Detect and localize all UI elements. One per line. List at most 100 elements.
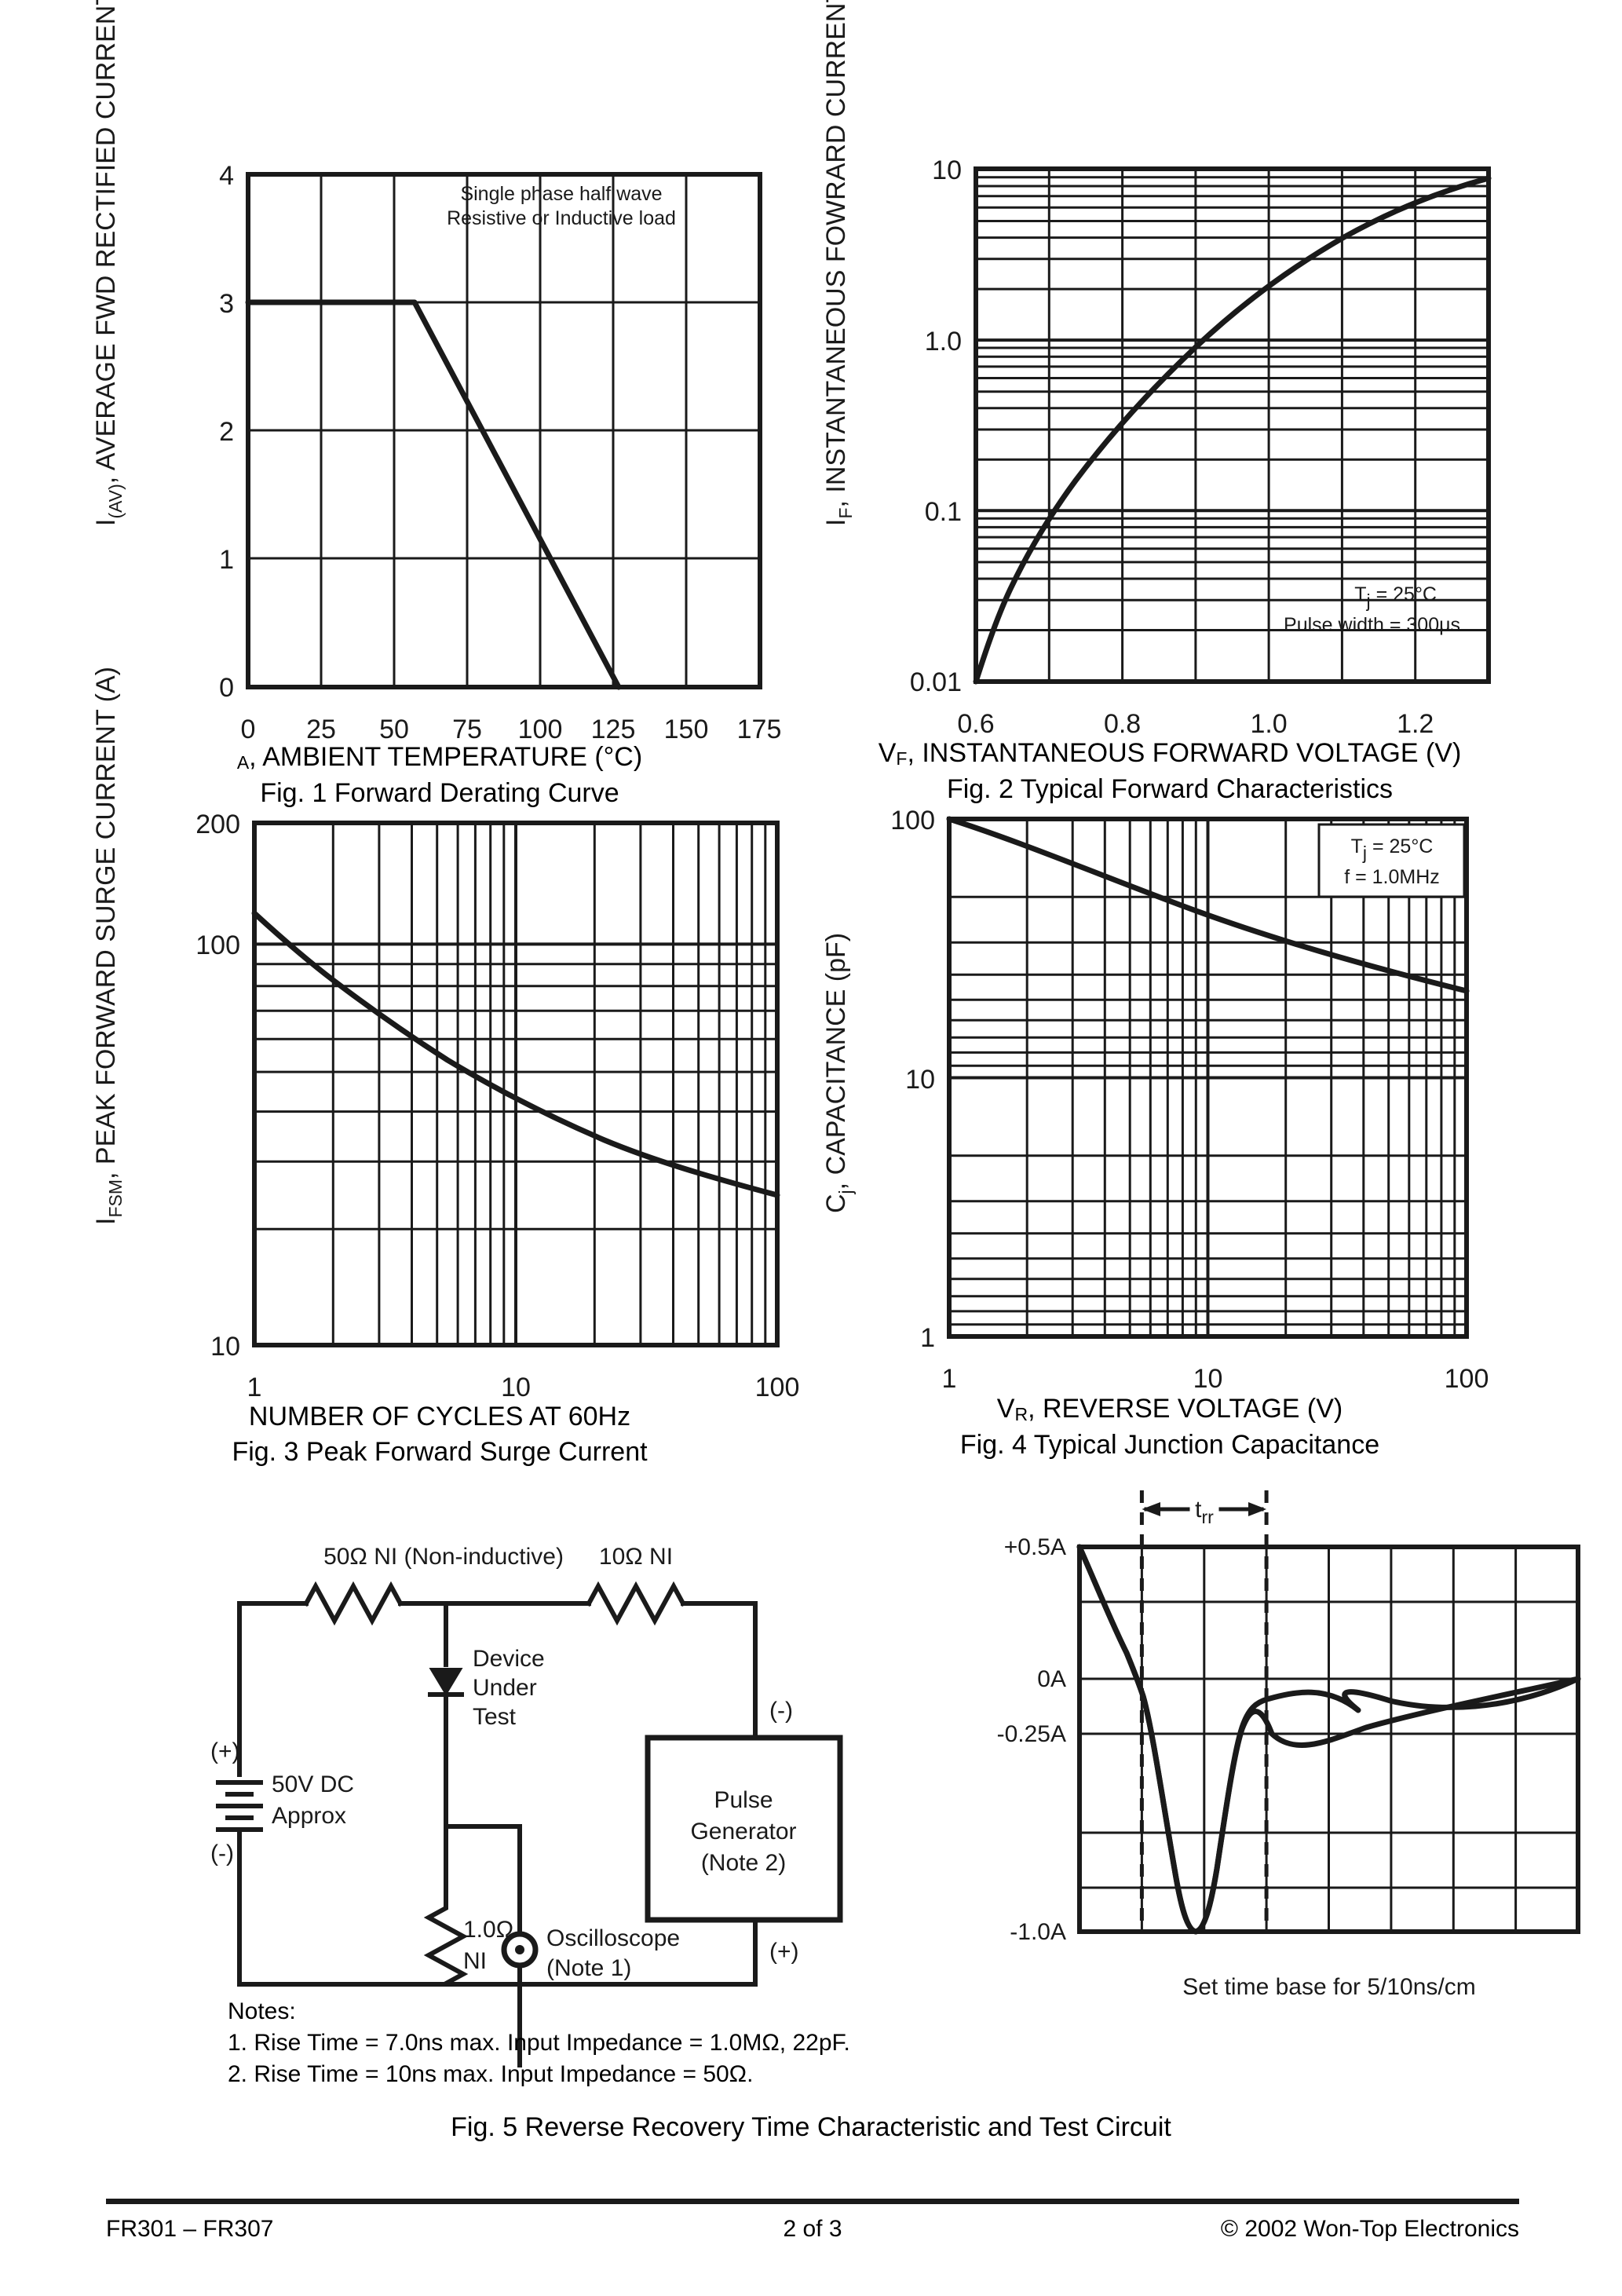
fig5-ytick-neg1p0: -1.0A [1010, 1919, 1066, 1945]
fig2-ytick-0p1: 0.1 [925, 497, 962, 527]
fig3-y-axis-title: IFSM, PEAK FORWARD SURGE CURRENT (A) [91, 667, 126, 1225]
fig3-xtick-100: 100 [755, 1373, 800, 1402]
fig5-recovery-waveform-2 [1076, 1544, 1581, 1935]
fig5-ytick-neg0p25: -0.25A [997, 1721, 1066, 1747]
fig3-ytick-100: 100 [195, 930, 240, 960]
label-supply-2: Approx [272, 1803, 346, 1829]
fig2-y-axis-title: IF, INSTANTANEOUS FOWRARD CURRENT (A) [821, 0, 856, 526]
fig1-annotation-line2: Resistive or Inductive load [447, 207, 676, 229]
svg-text:Cj, CAPACITANCE (pF): Cj, CAPACITANCE (pF) [821, 933, 856, 1213]
fig2-xtick-0p8: 0.8 [1104, 709, 1141, 739]
fig4-annotation-freq: f = 1.0MHz [1344, 866, 1440, 888]
fig3-grid [254, 823, 777, 1345]
figure-1-forward-derating-curve: I(AV), AVERAGE FWD RECTIFIED CURRENT (A)… [86, 0, 793, 808]
fig1-xtick-125: 125 [591, 715, 636, 744]
fig3-plot-frame [252, 821, 780, 1347]
svg-text:I(AV), AVERAGE FWD RECTIFIED C: I(AV), AVERAGE FWD RECTIFIED CURRENT (A) [91, 0, 126, 526]
svg-text:IFSM, PEAK FORWARD SURGE CURRE: IFSM, PEAK FORWARD SURGE CURRENT (A) [91, 667, 126, 1225]
fig2-xtick-0p6: 0.6 [957, 709, 994, 739]
note-1: 1. Rise Time = 7.0ns max. Input Impedanc… [228, 2030, 850, 2056]
fig4-ytick-10: 10 [905, 1065, 935, 1095]
fig5-ytick-0: 0A [1037, 1666, 1066, 1692]
label-pulse-gen-2: Generator [690, 1819, 796, 1844]
fig2-xtick-1p2: 1.2 [1397, 709, 1434, 739]
fig1-xtick-50: 50 [379, 715, 409, 744]
fig4-xtick-1: 1 [942, 1364, 957, 1394]
diode-symbol [429, 1668, 463, 1696]
fig4-xtick-10: 10 [1193, 1364, 1223, 1394]
label-resistor-50: 50Ω NI (Non-inductive) [323, 1544, 564, 1570]
fig2-x-axis-title: VF, INSTANTANEOUS FORWARD VOLTAGE (V) [878, 738, 1462, 769]
fig5-ytick-plus0p5: +0.5A [1004, 1534, 1066, 1560]
fig4-ytick-100: 100 [890, 806, 935, 835]
resistor-1-ohm-shunt [423, 1824, 469, 1987]
note-2: 2. Rise Time = 10ns max. Input Impedance… [228, 2061, 754, 2087]
fig1-caption: Fig. 1 Forward Derating Curve [260, 778, 619, 808]
trr-dimension-arrow: trr [1142, 1497, 1267, 1527]
fig4-annotation-temp: Tj = 25°C [1351, 835, 1434, 863]
fig3-surge-curve [251, 910, 780, 1198]
fig5-notes: Notes: 1. Rise Time = 7.0ns max. Input I… [228, 1998, 856, 2088]
label-shunt-2: NI [463, 1948, 487, 1974]
label-dut-2: Under [473, 1675, 537, 1701]
fig1-ytick-4: 4 [219, 161, 234, 191]
fig5-test-circuit: 50Ω NI (Non-inductive) 10Ω NI Device Und… [196, 1515, 856, 2067]
fig1-grid [248, 174, 760, 687]
fig3-xtick-10: 10 [501, 1373, 531, 1402]
label-supply-minus: (-) [210, 1841, 234, 1866]
label-scope-2: (Note 1) [546, 1955, 631, 1981]
fig1-ytick-1: 1 [219, 545, 234, 575]
fig4-plot-frame [947, 817, 1469, 1339]
fig3-xtick-1: 1 [247, 1373, 262, 1402]
svg-text:IF, INSTANTANEOUS FOWRARD CURR: IF, INSTANTANEOUS FOWRARD CURRENT (A) [821, 0, 856, 526]
battery-symbol [216, 1780, 263, 1832]
fig2-annotation-temp: Tj = 25°C [1354, 583, 1437, 611]
oscilloscope-connector-center-icon [515, 1945, 524, 1954]
label-dut-1: Device [473, 1646, 545, 1672]
fig1-xtick-100: 100 [518, 715, 563, 744]
fig1-y-axis-title: I(AV), AVERAGE FWD RECTIFIED CURRENT (A) [91, 0, 126, 526]
figure-3-peak-forward-surge-current: IFSM, PEAK FORWARD SURGE CURRENT (A) [86, 667, 799, 1467]
label-gen-minus: (-) [769, 1698, 793, 1724]
fig1-annotation-line1: Single phase half wave [460, 183, 662, 205]
fig1-xtick-150: 150 [664, 715, 709, 744]
fig1-plot-frame [246, 172, 762, 689]
fig1-xtick-175: 175 [737, 715, 782, 744]
fig1-ytick-0: 0 [219, 673, 234, 703]
label-supply-1: 50V DC [272, 1771, 354, 1797]
fig4-x-axis-title: VR, REVERSE VOLTAGE (V) [996, 1394, 1343, 1424]
fig3-ytick-10: 10 [210, 1332, 240, 1362]
footer-part-range: FR301 – FR307 [106, 2216, 274, 2242]
resistor-10-ohm [585, 1581, 687, 1626]
fig4-capacitance-curve [946, 816, 1470, 994]
fig5-waveform-chart: trr +0.5A 0A -0.25A -1.0A Set time base … [887, 1476, 1594, 2026]
figure-2-typical-forward-characteristics: IF, INSTANTANEOUS FOWRARD CURRENT (A) [816, 0, 1523, 804]
footer-page-number: 2 of 3 [783, 2216, 842, 2242]
label-scope-1: Oscilloscope [546, 1925, 680, 1951]
fig4-grid [949, 819, 1467, 1336]
fig1-derating-curve [245, 299, 622, 690]
fig2-ytick-0p01: 0.01 [910, 667, 962, 697]
label-shunt-1: 1.0Ω [463, 1917, 513, 1943]
fig2-ytick-10: 10 [932, 155, 962, 185]
fig1-ytick-3: 3 [219, 289, 234, 319]
fig1-ytick-2: 2 [219, 417, 234, 447]
fig4-caption: Fig. 4 Typical Junction Capacitance [959, 1430, 1380, 1460]
fig5-caption: Fig. 5 Reverse Recovery Time Characteris… [451, 2112, 1171, 2142]
fig1-xtick-0: 0 [241, 715, 256, 744]
fig4-ytick-1: 1 [920, 1323, 935, 1353]
fig1-xtick-25: 25 [306, 715, 336, 744]
fig3-ytick-200: 200 [195, 810, 240, 839]
fig4-annotation-box [1317, 823, 1466, 898]
footer-divider [106, 2199, 1519, 2204]
figure-4-typical-junction-capacitance: Cj, CAPACITANCE (pF) [816, 785, 1523, 1460]
label-gen-plus: (+) [769, 1939, 799, 1965]
label-pulse-gen-1: Pulse [714, 1787, 773, 1813]
fig1-xtick-75: 75 [452, 715, 482, 744]
fig2-plot-frame [974, 166, 1491, 684]
label-dut-3: Test [473, 1704, 517, 1730]
fig2-annotation-pulse: Pulse width = 300μs [1284, 614, 1460, 636]
fig2-ytick-1: 1.0 [925, 327, 962, 356]
svg-text:trr: trr [1195, 1497, 1214, 1527]
